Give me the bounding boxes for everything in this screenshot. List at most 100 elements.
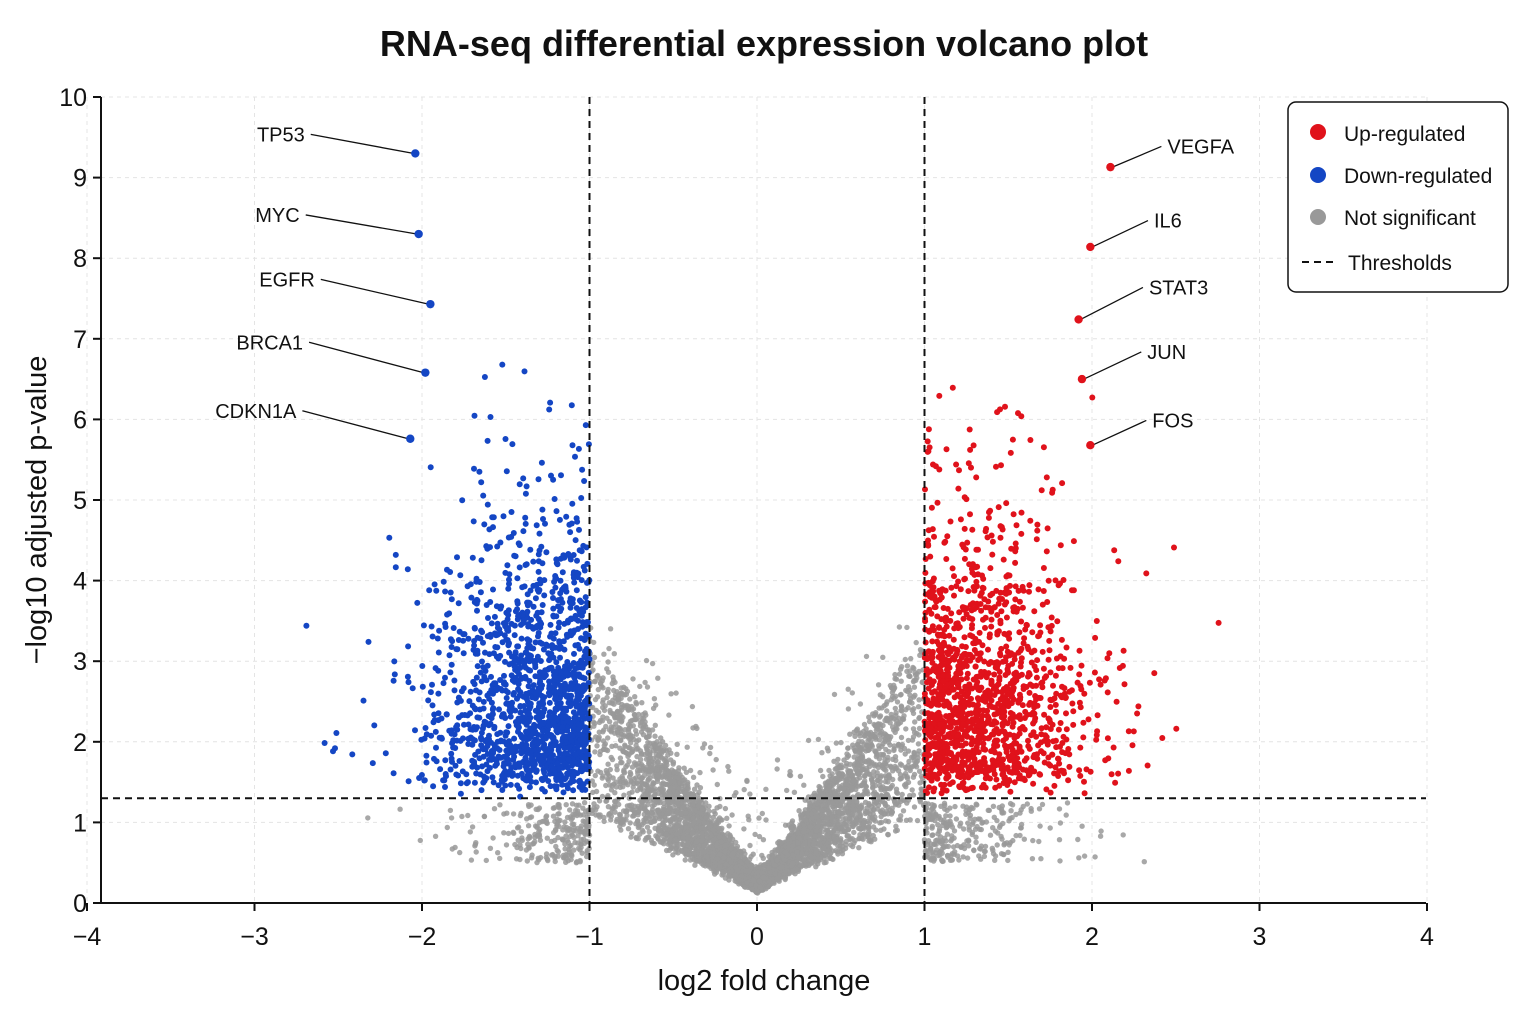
point-not-significant	[539, 818, 545, 825]
point-not-significant	[696, 857, 703, 864]
point-not-significant	[592, 772, 598, 779]
point-not-significant	[837, 763, 843, 770]
point-not-significant	[1005, 857, 1011, 864]
point-not-significant	[575, 840, 581, 846]
point-not-significant	[889, 809, 895, 816]
point-not-significant	[825, 748, 831, 754]
point-not-significant	[1057, 820, 1064, 826]
point-not-significant	[591, 654, 598, 661]
point-not-significant	[517, 856, 523, 863]
point-not-significant	[601, 818, 607, 825]
point-not-significant	[916, 697, 922, 703]
point-not-significant	[635, 808, 642, 815]
point-not-significant	[597, 812, 603, 818]
point-not-significant	[952, 803, 958, 810]
point-not-significant	[708, 832, 714, 838]
point-not-significant	[761, 862, 767, 868]
point-not-significant	[607, 626, 614, 632]
point-not-significant	[836, 783, 842, 790]
point-not-significant	[909, 737, 916, 743]
point-not-significant	[905, 705, 911, 711]
point-not-significant	[606, 645, 612, 652]
point-not-significant	[892, 671, 898, 678]
point-not-significant	[826, 767, 832, 774]
point-not-significant	[884, 718, 891, 724]
point-not-significant	[843, 792, 849, 798]
point-not-significant	[617, 745, 623, 751]
point-not-significant	[871, 806, 877, 812]
point-not-significant	[929, 802, 935, 808]
point-not-significant	[877, 713, 884, 719]
point-not-significant	[615, 725, 622, 731]
point-not-significant	[432, 833, 439, 839]
point-not-significant	[1008, 808, 1014, 814]
point-not-significant	[591, 723, 597, 729]
point-not-significant	[982, 848, 988, 855]
point-not-significant	[870, 711, 876, 717]
point-not-significant	[723, 842, 729, 849]
point-not-significant	[633, 761, 639, 768]
point-not-significant	[741, 826, 747, 832]
point-not-significant	[550, 805, 557, 811]
point-not-significant	[706, 808, 712, 814]
point-not-significant	[808, 811, 814, 817]
point-not-significant	[501, 830, 507, 836]
point-not-significant	[600, 697, 606, 703]
point-not-significant	[665, 752, 671, 758]
point-not-significant	[915, 704, 922, 710]
point-not-significant	[797, 773, 804, 779]
point-not-significant	[824, 821, 830, 827]
point-not-significant	[978, 826, 984, 833]
point-not-significant	[648, 762, 655, 768]
point-not-significant	[824, 832, 830, 839]
point-not-significant	[869, 743, 875, 749]
point-not-significant	[685, 835, 691, 841]
point-not-significant	[571, 847, 577, 853]
point-not-significant	[596, 729, 602, 735]
point-not-significant	[928, 806, 935, 812]
point-not-significant	[527, 814, 533, 821]
point-not-significant	[966, 807, 973, 813]
point-not-significant	[912, 692, 918, 698]
point-not-significant	[580, 818, 586, 824]
point-not-significant	[857, 730, 864, 736]
point-not-significant	[696, 789, 702, 795]
point-not-significant	[707, 750, 713, 757]
point-not-significant	[834, 836, 841, 842]
point-not-significant	[795, 829, 801, 835]
point-not-significant	[881, 766, 887, 772]
point-not-significant	[618, 731, 625, 737]
point-not-significant	[725, 831, 731, 837]
point-not-significant	[847, 731, 853, 737]
point-not-significant	[1020, 803, 1026, 810]
point-not-significant	[589, 807, 596, 813]
point-not-significant	[748, 853, 754, 860]
point-not-significant	[852, 733, 858, 739]
point-not-significant	[706, 803, 712, 809]
point-not-significant	[510, 811, 517, 817]
point-not-significant	[866, 718, 873, 725]
point-not-significant	[969, 831, 975, 838]
point-not-significant	[611, 701, 617, 707]
point-not-significant	[881, 703, 887, 709]
point-not-significant	[891, 695, 897, 701]
point-not-significant	[725, 763, 731, 770]
point-not-significant	[911, 804, 918, 810]
point-not-significant	[747, 791, 753, 797]
point-not-significant	[550, 813, 557, 819]
point-not-significant	[531, 840, 537, 847]
point-not-significant	[537, 837, 544, 844]
point-not-significant	[473, 849, 479, 855]
point-not-significant	[649, 810, 656, 816]
point-not-significant	[639, 775, 645, 782]
point-not-significant	[660, 780, 666, 786]
point-not-significant	[448, 815, 455, 821]
point-not-significant	[683, 769, 690, 775]
point-not-significant	[907, 699, 913, 705]
point-not-significant	[891, 746, 897, 752]
point-not-significant	[504, 810, 510, 816]
point-not-significant	[813, 828, 819, 834]
point-not-significant	[833, 740, 839, 746]
point-not-significant	[635, 818, 641, 824]
point-not-significant	[603, 782, 609, 789]
